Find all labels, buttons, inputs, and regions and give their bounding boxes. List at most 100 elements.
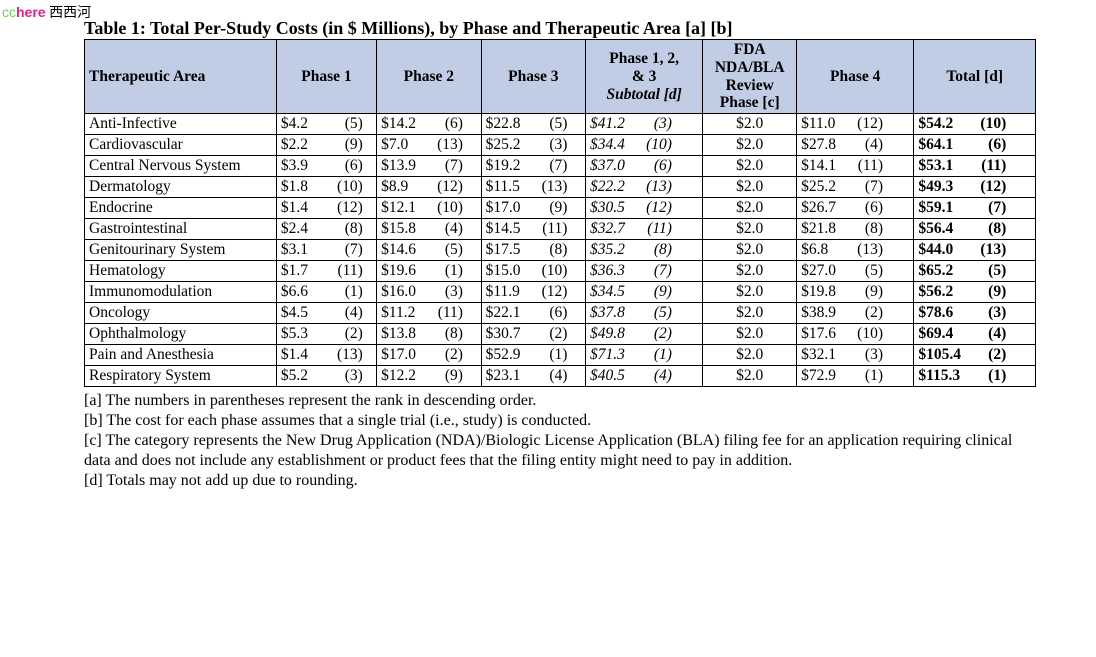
cell-p1: $4.5 (4) [276,303,376,324]
cell-total: $65.2 (5) [914,261,1036,282]
cell-p1: $2.2 (9) [276,135,376,156]
cell-subtotal: $49.8 (2) [586,324,703,345]
cell-p3: $11.9 (12) [481,282,585,303]
header-fda-l4: Phase [c] [720,94,780,111]
cell-p1: $4.2 (5) [276,114,376,135]
table-row: Endocrine$1.4 (12)$12.1 (10)$17.0 (9)$30… [85,198,1036,219]
cell-p2: $17.0 (2) [377,345,481,366]
cell-p1: $2.4 (8) [276,219,376,240]
cell-subtotal: $41.2 (3) [586,114,703,135]
header-subtotal-l2: & 3 [632,68,657,85]
cell-fda: $2.0 [703,156,797,177]
cell-p2: $13.8 (8) [377,324,481,345]
header-fda-l1: FDA [734,41,766,58]
cell-subtotal: $32.7 (11) [586,219,703,240]
footnotes: [a] The numbers in parentheses represent… [84,391,1036,491]
cell-subtotal: $34.5 (9) [586,282,703,303]
table-row: Genitourinary System$3.1 (7)$14.6 (5)$17… [85,240,1036,261]
cell-p4: $14.1 (11) [797,156,914,177]
cell-total: $78.6 (3) [914,303,1036,324]
cell-total: $56.2 (9) [914,282,1036,303]
cell-area: Dermatology [85,177,277,198]
cost-table: Therapeutic Area Phase 1 Phase 2 Phase 3… [84,39,1036,387]
table-row: Central Nervous System$3.9 (6)$13.9 (7)$… [85,156,1036,177]
cell-fda: $2.0 [703,303,797,324]
cell-area: Oncology [85,303,277,324]
table-row: Hematology$1.7 (11)$19.6 (1)$15.0 (10)$3… [85,261,1036,282]
header-subtotal: Phase 1, 2, & 3 Subtotal [d] [586,40,703,114]
cell-area: Ophthalmology [85,324,277,345]
table-row: Anti-Infective$4.2 (5)$14.2 (6)$22.8 (5)… [85,114,1036,135]
cell-subtotal: $34.4 (10) [586,135,703,156]
cell-p2: $15.8 (4) [377,219,481,240]
cell-p1: $3.1 (7) [276,240,376,261]
cell-fda: $2.0 [703,114,797,135]
cell-subtotal: $40.5 (4) [586,366,703,387]
cell-fda: $2.0 [703,135,797,156]
cell-p2: $7.0 (13) [377,135,481,156]
cell-total: $56.4 (8) [914,219,1036,240]
cell-total: $59.1 (7) [914,198,1036,219]
header-phase2: Phase 2 [377,40,481,114]
cell-fda: $2.0 [703,345,797,366]
cell-area: Anti-Infective [85,114,277,135]
cell-p3: $22.1 (6) [481,303,585,324]
cell-p2: $11.2 (11) [377,303,481,324]
cell-subtotal: $30.5 (12) [586,198,703,219]
page-root: cchere 西西河 Table 1: Total Per-Study Cost… [0,0,1096,657]
footnote-line: [d] Totals may not add up due to roundin… [84,471,1036,491]
cell-subtotal: $37.8 (5) [586,303,703,324]
watermark-cn: 西西河 [46,6,92,21]
cell-fda: $2.0 [703,198,797,219]
cell-p1: $3.9 (6) [276,156,376,177]
cell-p2: $19.6 (1) [377,261,481,282]
cell-p1: $5.3 (2) [276,324,376,345]
table-row: Respiratory System$5.2 (3)$12.2 (9)$23.1… [85,366,1036,387]
cell-p2: $14.2 (6) [377,114,481,135]
table-row: Ophthalmology$5.3 (2)$13.8 (8)$30.7 (2)$… [85,324,1036,345]
cell-area: Respiratory System [85,366,277,387]
cell-area: Pain and Anesthesia [85,345,277,366]
cell-subtotal: $71.3 (1) [586,345,703,366]
footnote-line: [c] The category represents the New Drug… [84,431,1036,471]
cell-p4: $6.8 (13) [797,240,914,261]
cell-p4: $11.0 (12) [797,114,914,135]
cell-p3: $52.9 (1) [481,345,585,366]
cell-total: $53.1 (11) [914,156,1036,177]
cell-p4: $21.8 (8) [797,219,914,240]
table-title: Table 1: Total Per-Study Costs (in $ Mil… [84,18,1036,39]
cell-p3: $25.2 (3) [481,135,585,156]
header-therapeutic-area: Therapeutic Area [85,40,277,114]
table-body: Anti-Infective$4.2 (5)$14.2 (6)$22.8 (5)… [85,114,1036,387]
cell-p4: $19.8 (9) [797,282,914,303]
cell-p3: $19.2 (7) [481,156,585,177]
cell-p2: $8.9 (12) [377,177,481,198]
cell-p1: $5.2 (3) [276,366,376,387]
header-total: Total [d] [914,40,1036,114]
cell-p1: $6.6 (1) [276,282,376,303]
cell-p4: $25.2 (7) [797,177,914,198]
header-phase3: Phase 3 [481,40,585,114]
cell-subtotal: $36.3 (7) [586,261,703,282]
cell-area: Gastrointestinal [85,219,277,240]
cell-total: $54.2 (10) [914,114,1036,135]
cell-p4: $72.9 (1) [797,366,914,387]
cell-total: $69.4 (4) [914,324,1036,345]
cell-total: $64.1 (6) [914,135,1036,156]
watermark-cc: cc [2,4,16,20]
header-fda-l3: Review [726,77,774,94]
table-head: Therapeutic Area Phase 1 Phase 2 Phase 3… [85,40,1036,114]
cell-p1: $1.7 (11) [276,261,376,282]
cell-p3: $15.0 (10) [481,261,585,282]
footnote-line: [b] The cost for each phase assumes that… [84,411,1036,431]
table-row: Cardiovascular$2.2 (9)$7.0 (13)$25.2 (3)… [85,135,1036,156]
cell-fda: $2.0 [703,177,797,198]
cell-p2: $13.9 (7) [377,156,481,177]
cell-fda: $2.0 [703,261,797,282]
cell-total: $105.4 (2) [914,345,1036,366]
watermark: cchere 西西河 [2,2,91,22]
cell-area: Immunomodulation [85,282,277,303]
cell-p2: $12.2 (9) [377,366,481,387]
table-row: Oncology$4.5 (4)$11.2 (11)$22.1 (6)$37.8… [85,303,1036,324]
cell-p4: $27.8 (4) [797,135,914,156]
